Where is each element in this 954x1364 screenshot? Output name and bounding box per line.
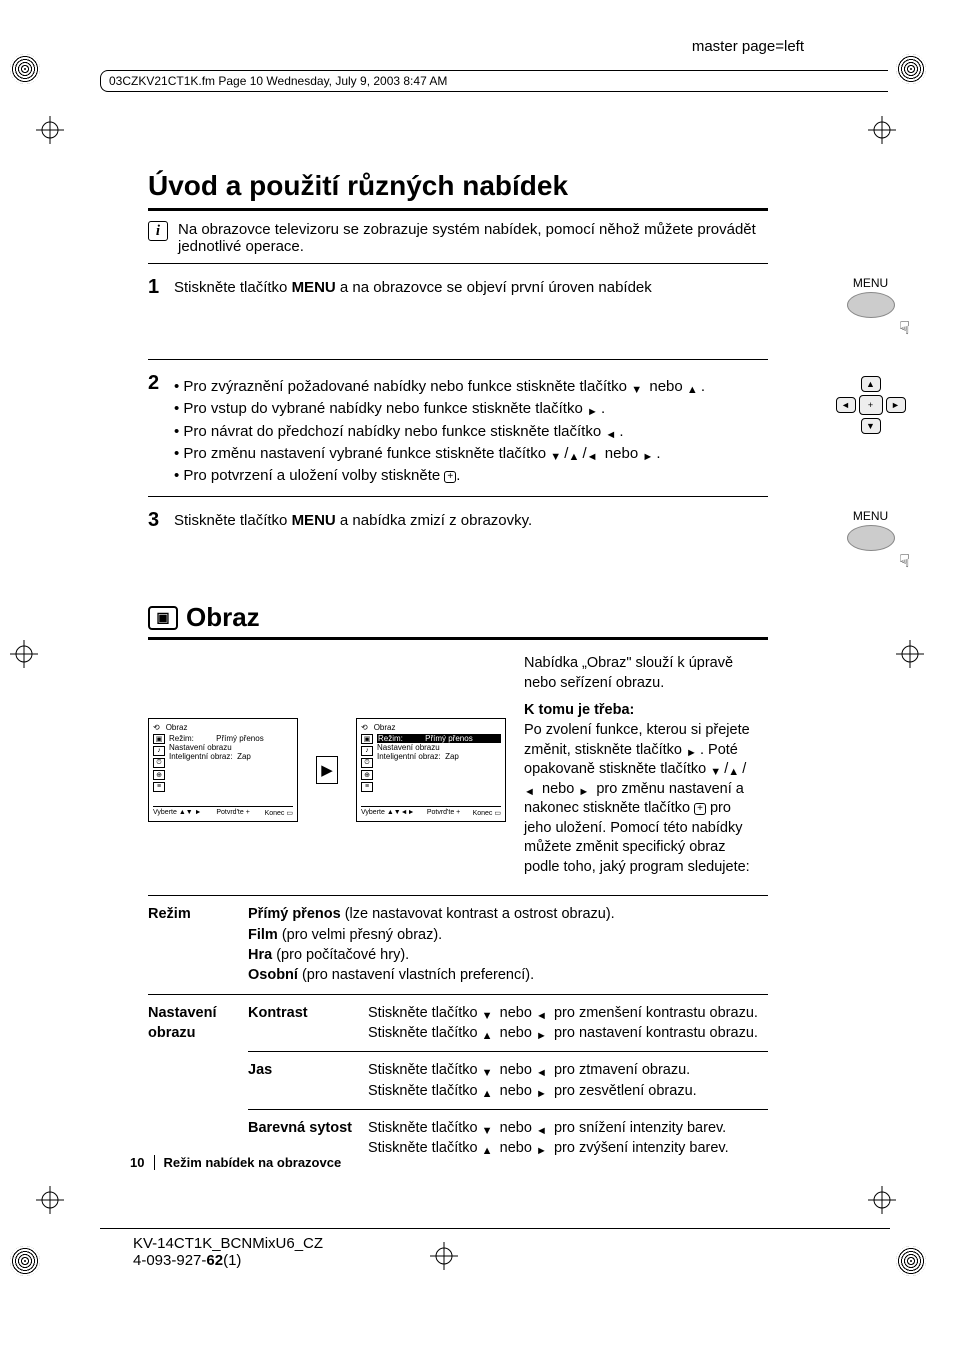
arrow-down-icon xyxy=(710,762,724,776)
arrow-right-icon xyxy=(578,782,592,796)
crop-mark-icon xyxy=(36,1186,64,1214)
arrow-right-icon xyxy=(642,446,656,460)
rule xyxy=(148,359,768,360)
arrow-left-icon xyxy=(536,1062,550,1076)
hand-icon: ☟ xyxy=(823,318,918,339)
arrow-left-icon xyxy=(524,782,538,796)
arrow-down-icon xyxy=(482,1005,496,1019)
arrow-up-icon xyxy=(482,1025,496,1039)
arrow-left-icon xyxy=(536,1120,550,1134)
arrow-right-icon xyxy=(536,1083,550,1097)
step-number: 3 xyxy=(148,509,166,532)
page-title: Úvod a použití různých nabídek xyxy=(148,170,768,202)
step-bullets: Pro zvýraznění požadované nabídky nebo f… xyxy=(174,377,768,486)
arrow-right-icon xyxy=(587,401,601,415)
arrow-up-icon xyxy=(687,379,701,393)
step-text: Stiskněte tlačítko MENU a na obrazovce s… xyxy=(174,276,768,299)
menu-button-icon xyxy=(847,525,895,551)
ok-button-icon: + xyxy=(694,803,706,815)
osd-screenshot: ⟲Obraz ▣♪⏱⊕≡ Režim: Přímý přenos Nastave… xyxy=(148,718,298,822)
master-page-label: master page=left xyxy=(692,38,804,55)
arrow-left-icon xyxy=(587,446,601,460)
arrow-right-icon xyxy=(536,1025,550,1039)
table-row: Nastavení obrazu Kontrast Stiskněte tlač… xyxy=(148,994,768,1052)
step-number: 2 xyxy=(148,372,166,488)
intro-text: Na obrazovce televizoru se zobrazuje sys… xyxy=(178,221,768,255)
reg-mark-icon xyxy=(896,1246,926,1276)
menu-button-icon xyxy=(847,292,895,318)
picture-menu-icon xyxy=(148,606,178,630)
arrow-right-icon xyxy=(536,1140,550,1154)
rule xyxy=(148,208,768,211)
arrow-up-icon xyxy=(482,1140,496,1154)
reg-mark-icon xyxy=(10,1246,40,1276)
section-heading: Obraz xyxy=(148,602,768,633)
step-number: 1 xyxy=(148,276,166,299)
crop-mark-icon xyxy=(430,1242,458,1270)
menu-button-label: MENU xyxy=(823,509,918,523)
rule xyxy=(148,496,768,497)
menu-button-label: MENU xyxy=(823,276,918,290)
info-icon: i xyxy=(148,221,168,241)
rule xyxy=(100,1228,890,1229)
arrow-right-icon: ▶ xyxy=(316,756,338,784)
arrow-left-icon xyxy=(536,1005,550,1019)
arrow-left-icon xyxy=(605,424,619,438)
arrow-up-icon xyxy=(568,446,582,460)
reg-mark-icon xyxy=(10,54,40,84)
arrow-down-icon xyxy=(482,1120,496,1134)
crop-mark-icon xyxy=(868,116,896,144)
osd-screenshot: ⟲Obraz ▣♪⏱⊕≡ Režim: Přímý přenos Nastave… xyxy=(356,718,506,822)
arrow-down-icon xyxy=(550,446,564,460)
ok-button-icon: + xyxy=(444,471,456,483)
page-footer: 10Režim nabídek na obrazovce xyxy=(130,1155,341,1170)
dpad-icon: ▲ ▼ ◄ ► + xyxy=(836,376,906,434)
step-text: Stiskněte tlačítko MENU a nabídka zmizí … xyxy=(174,509,768,532)
crop-mark-icon xyxy=(896,640,924,668)
crop-mark-icon xyxy=(36,116,64,144)
arrow-down-icon xyxy=(482,1062,496,1076)
settings-table: Režim Přímý přenos (lze nastavovat kontr… xyxy=(148,895,768,1166)
rule xyxy=(148,637,768,640)
crop-mark-icon xyxy=(10,640,38,668)
hand-icon: ☟ xyxy=(823,551,918,572)
arrow-up-icon xyxy=(482,1083,496,1097)
header-file-info: 03CZKV21CT1K.fm Page 10 Wednesday, July … xyxy=(100,70,888,92)
rule xyxy=(148,263,768,264)
section-description: Nabídka „Obraz" slouží k úpravě nebo seř… xyxy=(524,654,754,885)
arrow-right-icon xyxy=(686,743,700,757)
reg-mark-icon xyxy=(896,54,926,84)
arrow-up-icon xyxy=(728,762,742,776)
document-id: KV-14CT1K_BCNMixU6_CZ 4-093-927-62(1) xyxy=(133,1235,323,1269)
arrow-down-icon xyxy=(631,379,645,393)
table-row: Režim Přímý přenos (lze nastavovat kontr… xyxy=(148,896,768,994)
crop-mark-icon xyxy=(868,1186,896,1214)
